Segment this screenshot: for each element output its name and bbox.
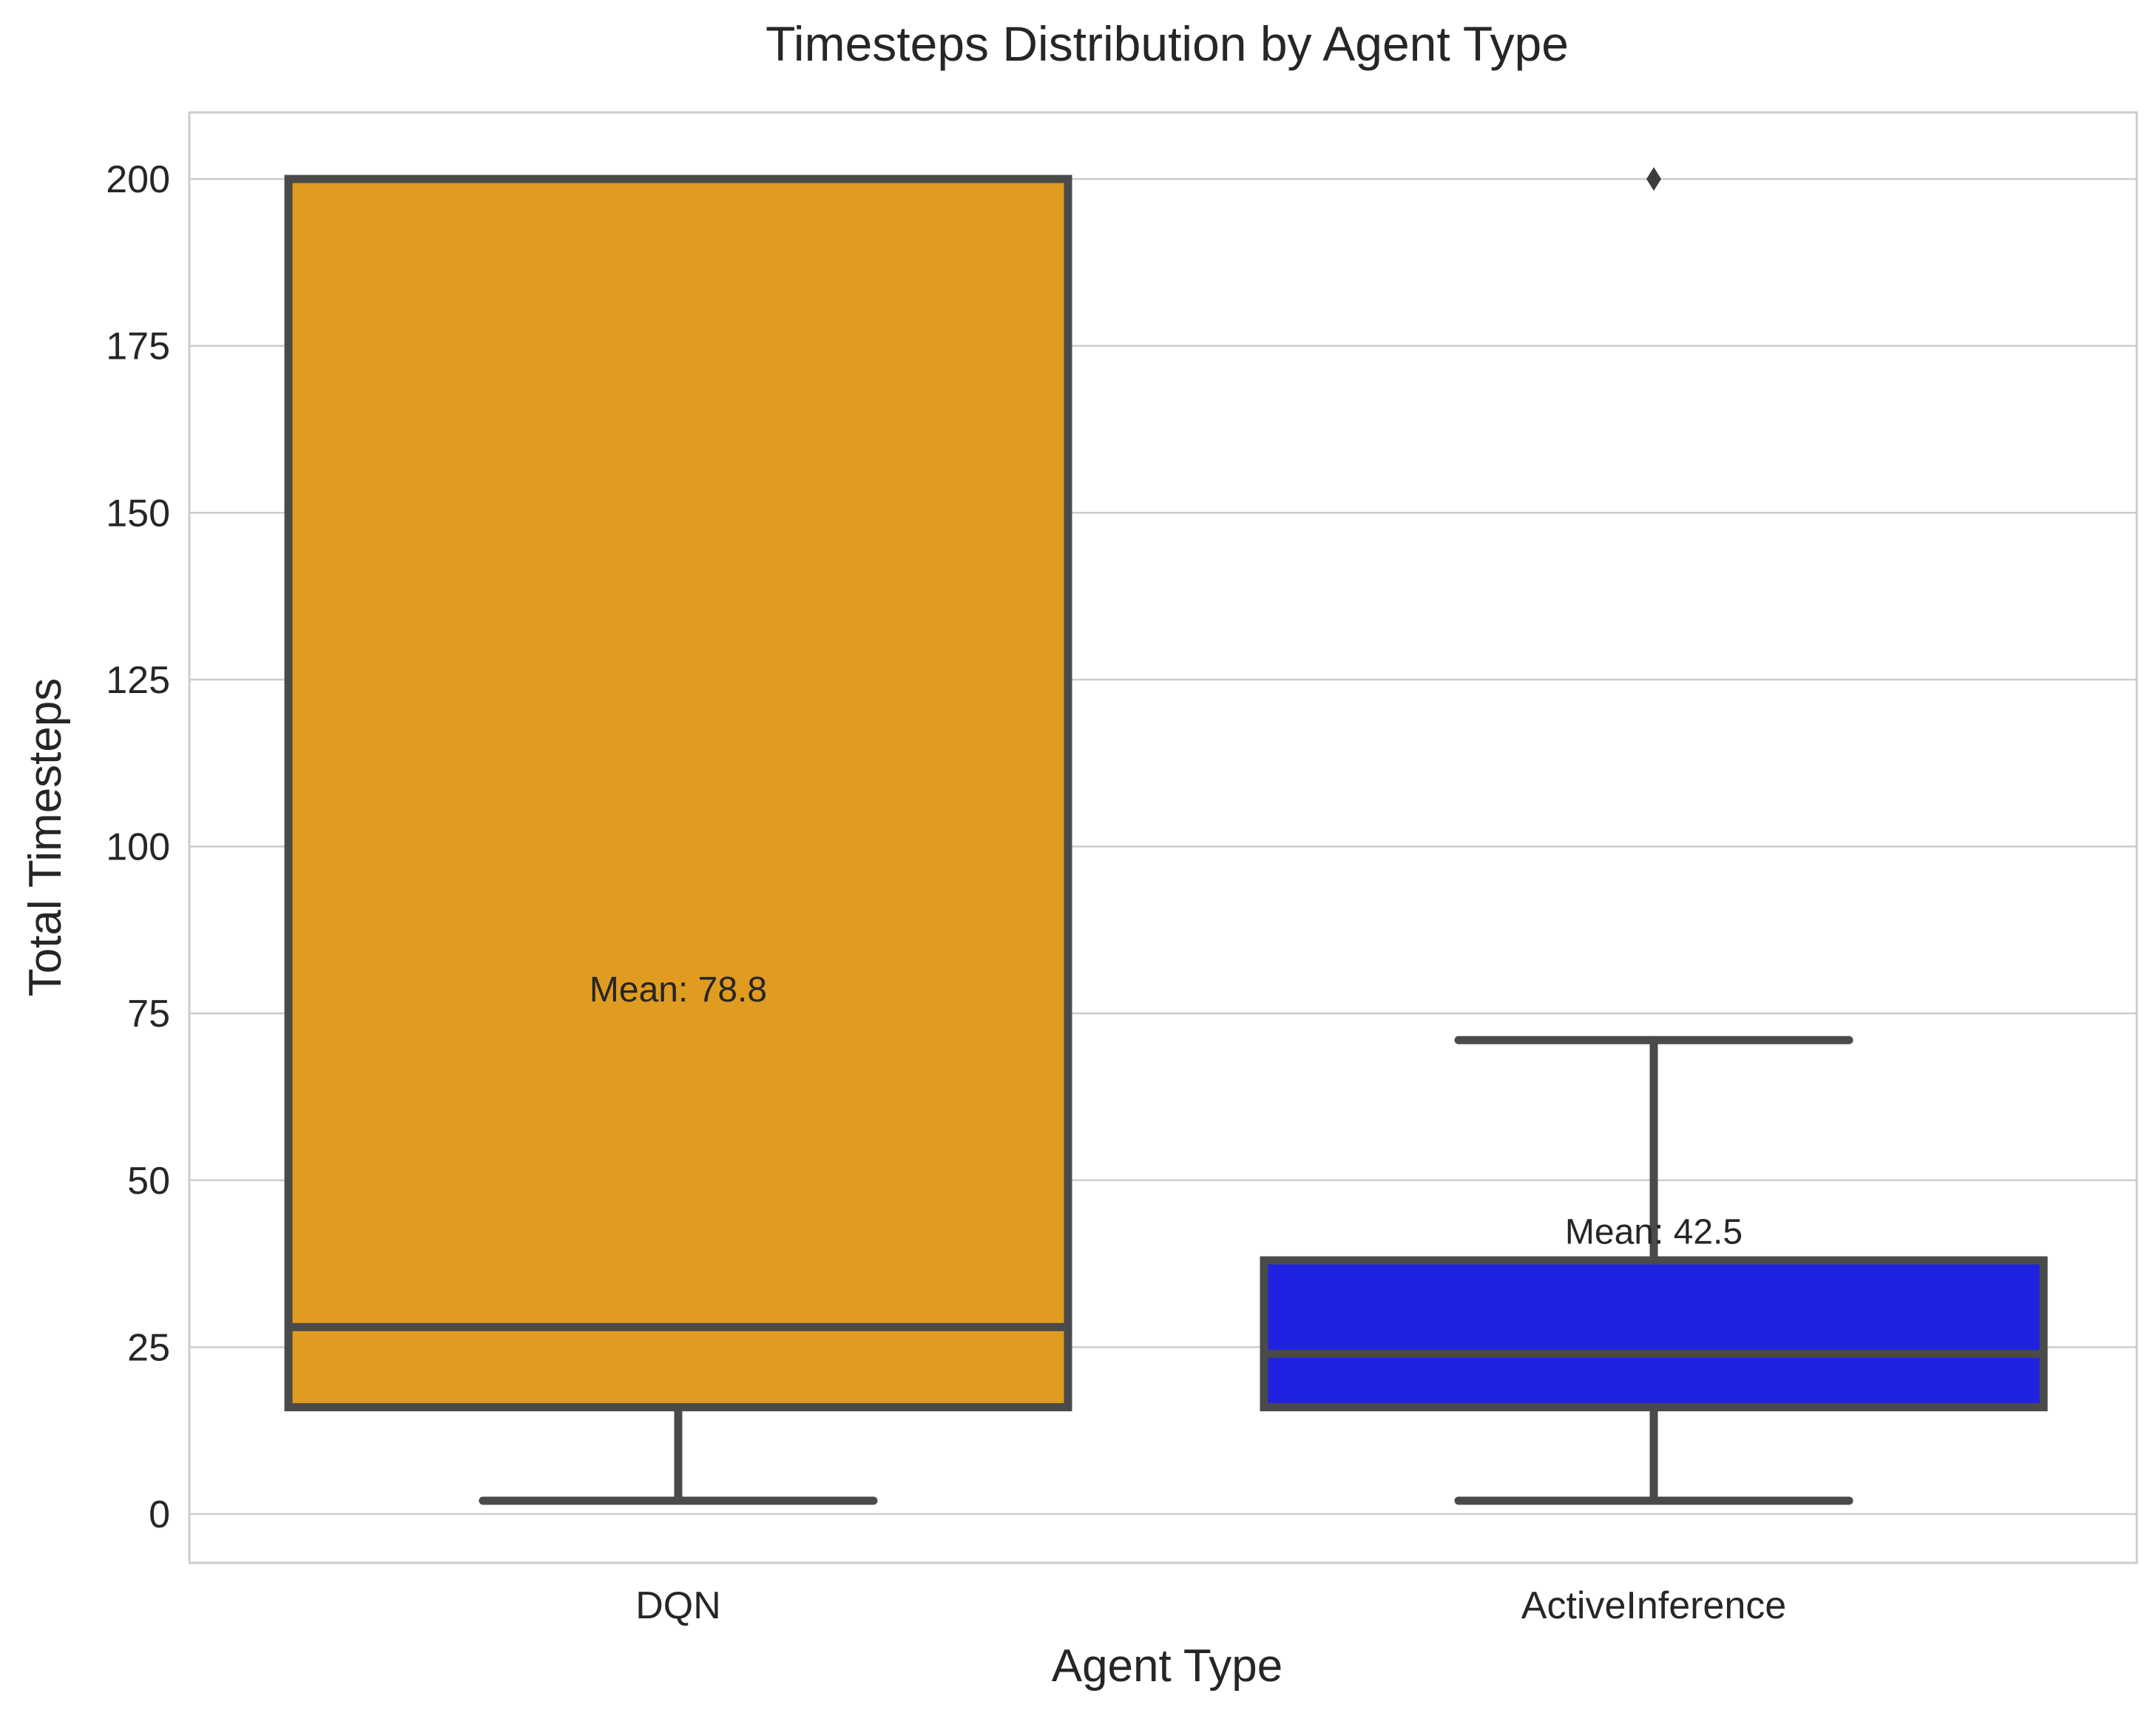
x-axis-ticks: DQN ActiveInference [635,1584,1786,1627]
y-tick-label-150: 150 [106,492,170,535]
y-tick-label-75: 75 [127,993,170,1035]
y-tick-label-50: 50 [127,1160,170,1203]
y-axis-label: Total Timesteps [20,678,71,997]
box-1-body [1260,1256,2048,1412]
y-tick-label-175: 175 [106,325,170,368]
box-0-body [284,175,1072,1412]
boxes: Mean: 78.8 Mean: 42.5 [284,167,2048,1505]
box-0: Mean: 78.8 [284,175,1072,1505]
y-tick-label-100: 100 [106,826,170,869]
box-1-mean-label: Mean: 42.5 [1565,1212,1743,1251]
chart-title: Timesteps Distribution by Agent Type [766,16,1569,71]
box-0-mean-label: Mean: 78.8 [589,970,767,1010]
y-tick-label-0: 0 [149,1493,170,1536]
plot-area-frame [188,111,2138,1564]
x-tick-label-1: ActiveInference [1521,1584,1786,1627]
x-axis-label: Agent Type [1052,1641,1283,1692]
box-1-outlier-0 [1646,167,1661,191]
y-tick-label-125: 125 [106,659,170,702]
y-tick-label-200: 200 [106,158,170,201]
box-1: Mean: 42.5 [1260,167,2048,1505]
y-tick-label-25: 25 [127,1326,170,1369]
x-tick-label-0: DQN [635,1584,721,1627]
y-axis-ticks: 0 25 50 75 100 125 150 175 200 [106,158,170,1536]
